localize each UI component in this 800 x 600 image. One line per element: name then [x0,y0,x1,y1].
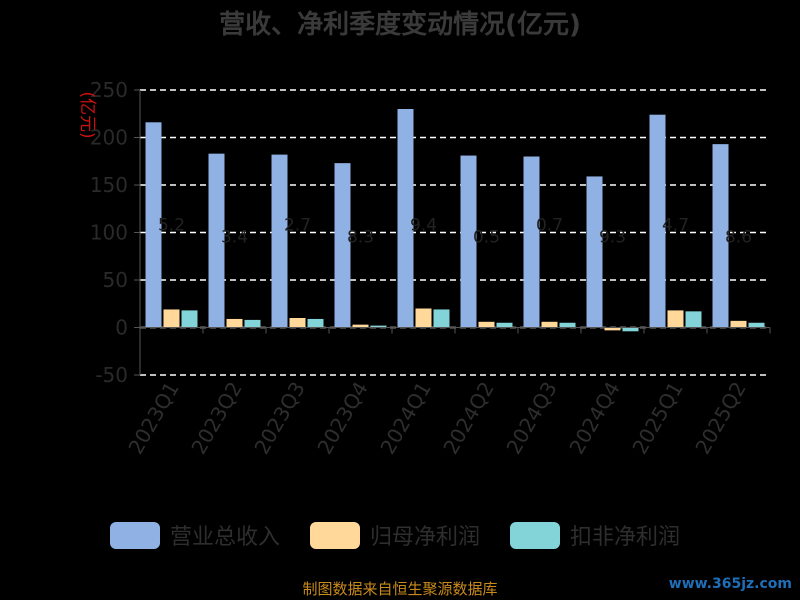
bar-2025Q2-s2 [748,322,765,328]
x-tick-label: 2024Q4 [564,378,624,459]
y-tick-label: 0 [115,316,128,340]
bar-2023Q3-s0 [271,154,288,328]
bar-2023Q4-s0 [334,163,351,328]
x-tick-label: 2025Q1 [627,378,687,459]
bar-2025Q2-s0 [712,144,729,328]
data-label: 0.7 [536,216,563,236]
x-tick-label: 2023Q2 [186,378,246,459]
legend-swatch [510,522,560,549]
chart-title: 营收、净利季度变动情况(亿元) [219,9,581,40]
x-tick-label: 2023Q3 [249,378,309,459]
bar-2024Q3-s2 [559,322,576,328]
bar-2024Q1-s0 [397,109,414,328]
data-label: 9.4 [410,216,437,236]
bar-2023Q3-s1 [289,318,306,328]
legend-swatch [110,522,160,549]
watermark: www.365jz.com [668,576,792,592]
y-tick-label: 150 [90,173,128,197]
legend-label: 扣非净利润 [570,525,680,550]
bar-2024Q1-s2 [433,309,450,328]
data-label: 2.7 [284,216,311,236]
data-label: 8.3 [347,228,374,248]
data-label: 0.5 [473,228,500,248]
bar-2024Q3-s0 [523,156,540,328]
bar-2025Q1-s2 [685,311,702,328]
x-tick-label: 2025Q2 [690,378,750,459]
data-label: 5.2 [158,216,185,236]
data-label: 4.7 [662,216,689,236]
bar-2024Q4-s1 [604,327,621,331]
bars [145,109,765,332]
y-tick-label: 100 [90,221,128,245]
bar-2023Q4-s2 [370,325,387,328]
bar-2024Q2-s1 [478,321,495,328]
data-label: 3.4 [221,228,248,248]
bar-2024Q3-s1 [541,321,558,328]
bar-2025Q1-s0 [649,114,666,328]
data-label: 8.6 [725,228,752,248]
y-axis-label: (亿元) [77,91,97,138]
bar-2023Q3-s2 [307,318,324,328]
bar-2024Q2-s2 [496,322,513,328]
x-tick-label: 2024Q2 [438,378,498,459]
bar-2024Q4-s0 [586,176,603,328]
legend-swatch [310,522,360,549]
bar-2024Q2-s0 [460,155,477,328]
x-tick-label: 2024Q1 [375,378,435,459]
bar-2023Q2-s1 [226,318,243,328]
x-tick-label: 2023Q4 [312,378,372,459]
legend: 营业总收入 归母净利润 扣非净利润 [110,522,680,550]
bar-2024Q4-s2 [622,327,639,332]
bar-2023Q2-s0 [208,153,225,328]
bar-2023Q1-s2 [181,310,198,328]
bar-2023Q1-s0 [145,122,162,328]
bar-2024Q1-s1 [415,308,432,328]
bar-2023Q1-s1 [163,309,180,328]
bar-2023Q4-s1 [352,324,369,328]
y-tick-label: 50 [103,268,128,292]
bar-2025Q1-s1 [667,310,684,328]
x-tick-label: 2024Q3 [501,378,561,459]
y-tick-label: 250 [90,78,128,102]
bar-2025Q2-s1 [730,320,747,328]
source-note: 制图数据来自恒生聚源数据库 [302,580,498,598]
y-tick-label: 200 [90,126,128,150]
data-label: 9.3 [599,228,626,248]
bar-2023Q2-s2 [244,319,261,328]
legend-label: 营业总收入 [170,525,280,550]
x-tick-label: 2023Q1 [123,378,183,459]
y-tick-label: -50 [95,363,128,387]
legend-label: 归母净利润 [370,525,480,550]
data-labels: 5.2 3.4 2.7 8.3 9.4 0.5 0.7 9.3 4.7 8.6 [158,216,752,248]
